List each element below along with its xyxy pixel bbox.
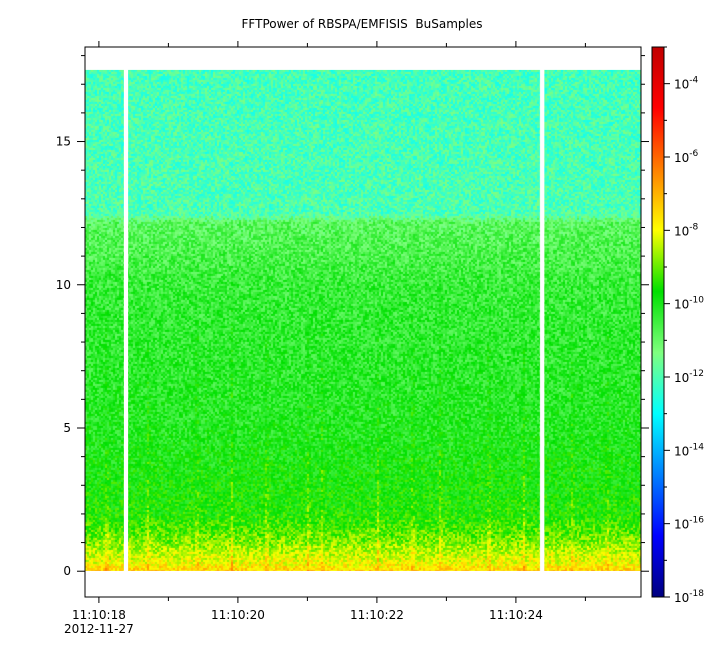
spectrogram-plot xyxy=(84,46,642,598)
colorbar-tick-label: 10-10 xyxy=(674,296,704,312)
x-date-label: 2012-11-27 xyxy=(64,622,134,636)
y-tick-label: 15 xyxy=(56,135,71,149)
x-axis: 11:10:18 11:10:20 11:10:22 11:10:24 2012-11-… xyxy=(64,41,586,636)
colorbar-tick-label: 10-18 xyxy=(674,589,704,605)
y-tick-label: 5 xyxy=(63,421,71,435)
colorbar-gradient xyxy=(651,46,665,598)
colorbar-tick-label: 10-14 xyxy=(674,442,704,458)
colorbar-tick-label: 10-4 xyxy=(674,76,699,92)
spectrogram-image xyxy=(85,69,641,571)
colorbar: 10-18 10-16 10-14 10-12 10-10 10-8 10-6 10-4 xyxy=(651,46,704,605)
colorbar-tick-label: 10-6 xyxy=(674,149,699,165)
colorbar-tick-label: 10-8 xyxy=(674,222,699,238)
x-tick-label: 11:10:20 xyxy=(211,608,265,622)
y-tick-label: 10 xyxy=(56,278,71,292)
plot-frame xyxy=(84,46,642,598)
y-tick-label: 0 xyxy=(63,564,71,578)
y-axis: 0 5 10 15 xyxy=(56,55,649,578)
colorbar-tick-label: 10-12 xyxy=(674,369,704,385)
x-tick-label: 11:10:18 xyxy=(72,608,126,622)
x-tick-label: 11:10:24 xyxy=(489,608,543,622)
chart-title: FFTPower of RBSPA/EMFISIS BuSamples xyxy=(241,17,483,31)
data-gap xyxy=(124,69,129,571)
x-tick-label: 11:10:22 xyxy=(350,608,404,622)
data-gap xyxy=(540,69,545,571)
colorbar-tick-label: 10-16 xyxy=(674,516,704,532)
